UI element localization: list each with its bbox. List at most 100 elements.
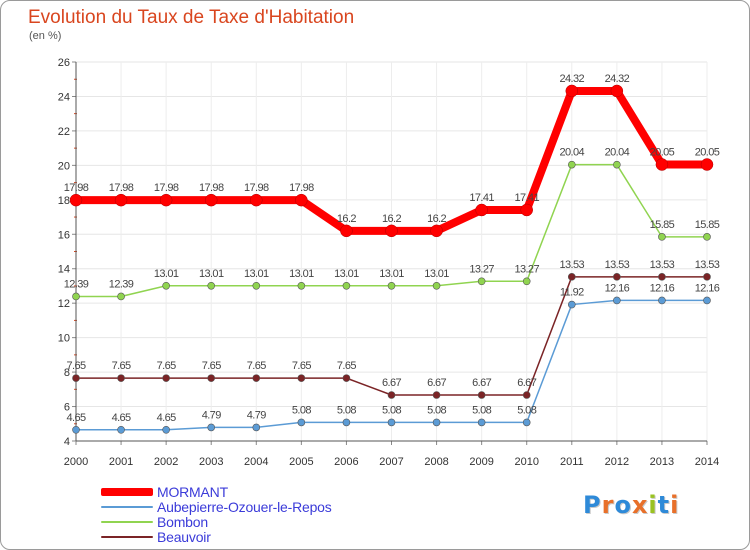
x-tick-label: 2013: [650, 456, 674, 468]
x-tick-label: 2012: [605, 456, 629, 468]
data-label: 7.65: [157, 360, 176, 372]
y-tick-label: 8: [64, 367, 70, 379]
x-tick-label: 2001: [109, 456, 133, 468]
data-point: [432, 391, 441, 399]
data-point: [159, 193, 173, 207]
data-label: 13.01: [379, 268, 404, 280]
data-label: 17.98: [244, 182, 269, 194]
data-point: [658, 233, 666, 241]
data-label: 16.2: [337, 213, 356, 225]
x-tick-label: 2000: [64, 456, 88, 468]
y-tick-label: 4: [64, 436, 70, 448]
data-point: [658, 296, 666, 305]
data-point: [613, 273, 621, 281]
data-label: 16.2: [382, 213, 401, 225]
data-label: 4.65: [112, 412, 131, 424]
data-point: [610, 84, 624, 98]
data-point: [295, 193, 308, 207]
x-tick-label: 2003: [199, 456, 223, 468]
data-label: 17.98: [154, 182, 179, 194]
data-point: [297, 374, 306, 382]
data-label: 4.65: [66, 412, 85, 424]
data-label: 13.01: [334, 268, 359, 280]
data-label: 13.27: [514, 263, 539, 275]
data-label: 13.53: [560, 259, 585, 271]
y-tick-label: 18: [58, 195, 70, 207]
data-label: 12.39: [109, 278, 134, 290]
data-label: 16.2: [427, 213, 446, 225]
data-point: [567, 160, 576, 169]
legend-item: Bombon: [101, 514, 332, 530]
data-label: 7.65: [292, 360, 311, 372]
legend-item: Beauvoir: [101, 529, 332, 545]
data-point: [613, 296, 621, 305]
y-tick-label: 26: [58, 57, 70, 69]
data-label: 7.65: [202, 360, 221, 372]
data-label: 12.16: [695, 282, 720, 294]
data-point: [703, 273, 711, 281]
data-label: 13.53: [650, 259, 675, 271]
data-label: 13.53: [695, 259, 720, 271]
data-point: [207, 423, 216, 432]
legend-label: Aubepierre-Ozouer-le-Repos: [157, 498, 332, 515]
data-label: 17.41: [469, 192, 494, 204]
data-point: [207, 374, 216, 382]
legend-label: MORMANT: [157, 483, 228, 500]
data-point: [522, 418, 531, 427]
data-point: [204, 193, 218, 207]
legend-swatch: [101, 535, 153, 538]
x-tick-label: 2010: [514, 456, 538, 468]
x-tick-label: 2014: [695, 456, 719, 468]
data-label: 20.05: [695, 147, 720, 159]
x-tick-label: 2005: [289, 456, 313, 468]
data-point: [477, 277, 486, 286]
data-label: 5.08: [517, 404, 536, 416]
data-point: [387, 281, 396, 290]
data-label: 20.04: [605, 147, 630, 159]
proxiti-logo: Proxiti: [583, 491, 680, 519]
data-point: [72, 292, 80, 301]
data-label: 13.01: [424, 268, 449, 280]
data-point: [655, 158, 669, 171]
data-point: [252, 374, 261, 382]
data-label: 5.08: [337, 404, 356, 416]
data-label: 24.32: [560, 73, 585, 85]
data-point: [252, 423, 261, 432]
data-label: 5.08: [427, 404, 446, 416]
data-point: [72, 426, 80, 434]
data-label: 15.85: [695, 219, 720, 231]
y-tick-label: 22: [58, 126, 70, 138]
data-label: 6.67: [517, 377, 536, 389]
legend-item: Aubepierre-Ozouer-le-Repos: [101, 498, 332, 515]
data-point: [703, 233, 711, 241]
x-tick-label: 2011: [560, 456, 584, 468]
x-tick-label: 2004: [244, 456, 268, 468]
data-label: 7.65: [247, 360, 266, 372]
data-point: [477, 418, 486, 427]
data-label: 4.65: [157, 412, 176, 424]
data-point: [297, 418, 306, 427]
data-point: [207, 281, 216, 290]
data-label: 17.98: [109, 182, 134, 194]
data-point: [613, 160, 621, 169]
data-label: 4.79: [247, 409, 266, 421]
data-point: [117, 426, 125, 434]
y-tick-label: 10: [58, 333, 70, 345]
x-tick-label: 2002: [154, 456, 178, 468]
data-point: [520, 203, 533, 217]
chart-title: Evolution du Taux de Taxe d'Habitation: [28, 7, 355, 28]
data-point: [475, 203, 488, 217]
data-point: [297, 281, 306, 290]
data-point: [387, 418, 396, 427]
data-point: [117, 374, 125, 382]
data-point: [477, 391, 486, 399]
data-point: [342, 418, 351, 427]
data-label: 15.85: [650, 219, 675, 231]
data-label: 13.01: [154, 268, 179, 280]
legend-item: MORMANT: [101, 483, 332, 500]
data-point: [69, 193, 83, 207]
data-label: 7.65: [66, 360, 85, 372]
data-point: [342, 374, 351, 382]
data-point: [162, 426, 170, 434]
